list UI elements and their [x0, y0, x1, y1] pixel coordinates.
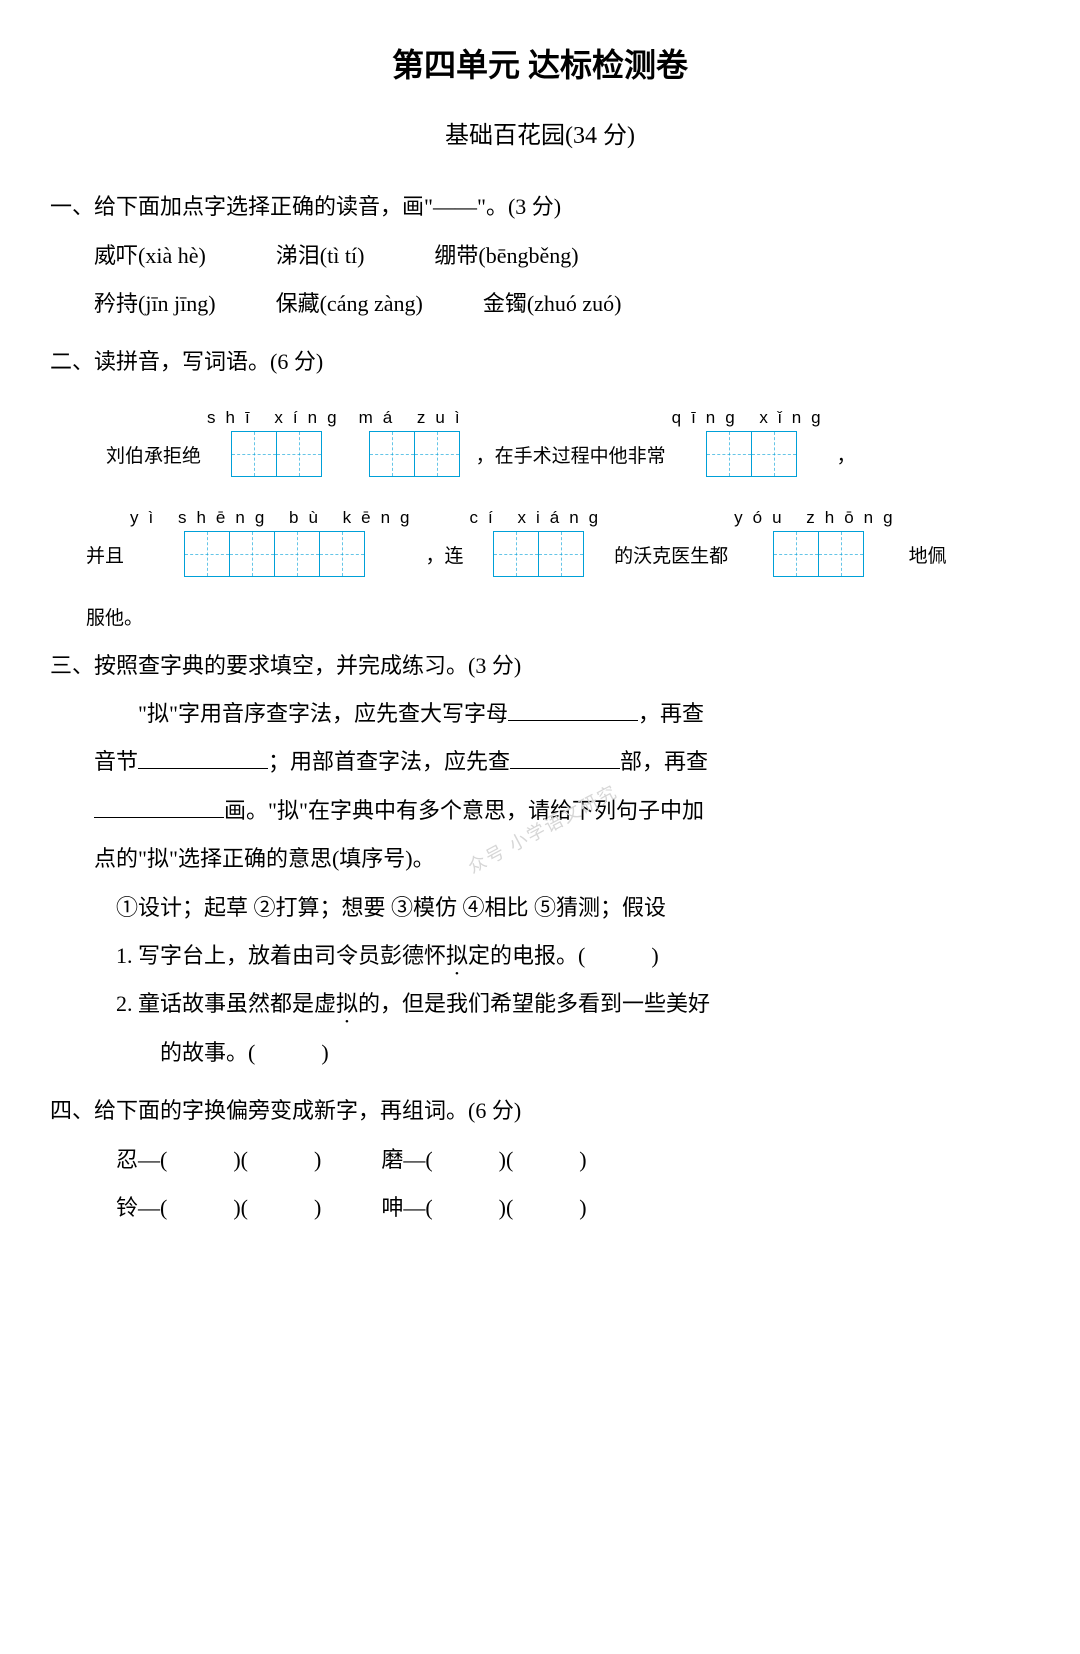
q2-head: 二、读拼音，写词语。(6 分) [50, 338, 1030, 386]
text: ，连 [426, 546, 464, 577]
text: 的沃克医生都 [614, 546, 728, 577]
text: ) [321, 1040, 328, 1065]
text: 音节 [94, 749, 138, 774]
text: 2. 童话故事虽然都是虚 [116, 991, 336, 1016]
question-2: 二、读拼音，写词语。(6 分) 刘伯承拒绝 shī xíng má zuì ，在… [50, 338, 1030, 631]
answer-grid[interactable]: cí xiáng [470, 507, 609, 577]
q1-item: 涕泪(tì tí) [276, 232, 365, 280]
q4-head: 四、给下面的字换偏旁变成新字，再组词。(6 分) [50, 1087, 1030, 1135]
q1-row1: 威吓(xià hè) 涕泪(tì tí) 绷带(bēngběng) [50, 232, 1030, 280]
text: 部，再查 [620, 749, 708, 774]
q1-item: 金镯(zhuó zuó) [483, 280, 622, 328]
q2-line1: 刘伯承拒绝 shī xíng má zuì ，在手术过程中他非常 qīng xǐ… [86, 407, 1030, 477]
text: ，在手术过程中他非常 [476, 446, 666, 477]
q2-line3: 服他。 [86, 607, 1030, 632]
text: )( [233, 1195, 248, 1220]
pinyin: qīng xǐng [672, 407, 831, 429]
pinyin: yóu zhōng [734, 507, 902, 529]
q4-row: 铃—( )() 呻—( )() [50, 1184, 1030, 1232]
text: 并且 [86, 546, 124, 577]
q2-line2: 并且 yì shēng bù kēng ，连 cí xiáng 的沃克医生都 y… [86, 507, 1030, 577]
q1-row2: 矜持(jīn jīng) 保藏(cáng zàng) 金镯(zhuó zuó) [50, 280, 1030, 328]
answer-grid[interactable]: shī xíng [207, 407, 347, 477]
text: )( [233, 1147, 248, 1172]
text: ) [579, 1147, 586, 1172]
text: )( [499, 1195, 514, 1220]
text: 的故事。( [160, 1040, 255, 1065]
pinyin: shī xíng [207, 407, 347, 429]
q4-row: 忍—( )() 磨—( )() [50, 1136, 1030, 1184]
subtitle: 基础百花园(34 分) [50, 110, 1030, 163]
text: 地佩 [909, 546, 947, 577]
q1-item: 保藏(cáng zàng) [276, 280, 423, 328]
text: 的，但是我们希望能多看到一些美好 [358, 991, 710, 1016]
text: )( [499, 1147, 514, 1172]
pinyin: cí xiáng [470, 507, 609, 529]
options: ①设计；起草 ②打算；想要 ③模仿 ④相比 ⑤猜测；假设 [50, 884, 1030, 932]
question-3: 三、按照查字典的要求填空，并完成练习。(3 分) "拟"字用音序查字法，应先查大… [50, 642, 1030, 1078]
text: ；用部首查字法，应先查 [268, 749, 510, 774]
q1-item: 威吓(xià hè) [94, 232, 206, 280]
text: ) [314, 1147, 321, 1172]
answer-grid[interactable]: yóu zhōng [734, 507, 902, 577]
text: ) [651, 943, 658, 968]
text: 铃—( [116, 1195, 167, 1220]
q3-head: 三、按照查字典的要求填空，并完成练习。(3 分) [50, 642, 1030, 690]
text: 磨—( [381, 1147, 432, 1172]
answer-grid[interactable]: má zuì [359, 407, 470, 477]
blank[interactable] [508, 694, 638, 721]
text: 定的电报。( [468, 943, 585, 968]
text: 1. 写字台上，放着由司令员彭德怀 [116, 943, 446, 968]
blank[interactable] [94, 790, 224, 817]
page-title: 第四单元 达标检测卷 [50, 30, 1030, 100]
text: ，再查 [638, 701, 704, 726]
dotted-char: 拟 [446, 943, 468, 968]
blank[interactable] [138, 742, 268, 769]
answer-grid[interactable]: qīng xǐng [672, 407, 831, 477]
text: 呻—( [381, 1195, 432, 1220]
text: ) [314, 1195, 321, 1220]
text: 刘伯承拒绝 [86, 446, 201, 477]
pinyin: yì shēng bù kēng [130, 507, 419, 529]
q1-item: 绷带(bēngběng) [434, 232, 578, 280]
blank[interactable] [510, 742, 620, 769]
text: ) [579, 1195, 586, 1220]
dotted-char: 拟 [336, 991, 358, 1016]
answer-grid[interactable]: yì shēng bù kēng [130, 507, 419, 577]
q1-head: 一、给下面加点字选择正确的读音，画"——"。(3 分) [50, 183, 1030, 231]
text: 忍—( [116, 1147, 167, 1172]
text: 画。"拟"在字典中有多个意思，请给下列句子中加 [224, 798, 704, 823]
text: "拟"字用音序查字法，应先查大写字母 [138, 701, 508, 726]
pinyin: má zuì [359, 407, 470, 429]
text: ， [837, 446, 856, 477]
question-1: 一、给下面加点字选择正确的读音，画"——"。(3 分) 威吓(xià hè) 涕… [50, 183, 1030, 328]
q1-item: 矜持(jīn jīng) [94, 280, 216, 328]
question-4: 四、给下面的字换偏旁变成新字，再组词。(6 分) 忍—( )() 磨—( )() 铃… [50, 1087, 1030, 1232]
